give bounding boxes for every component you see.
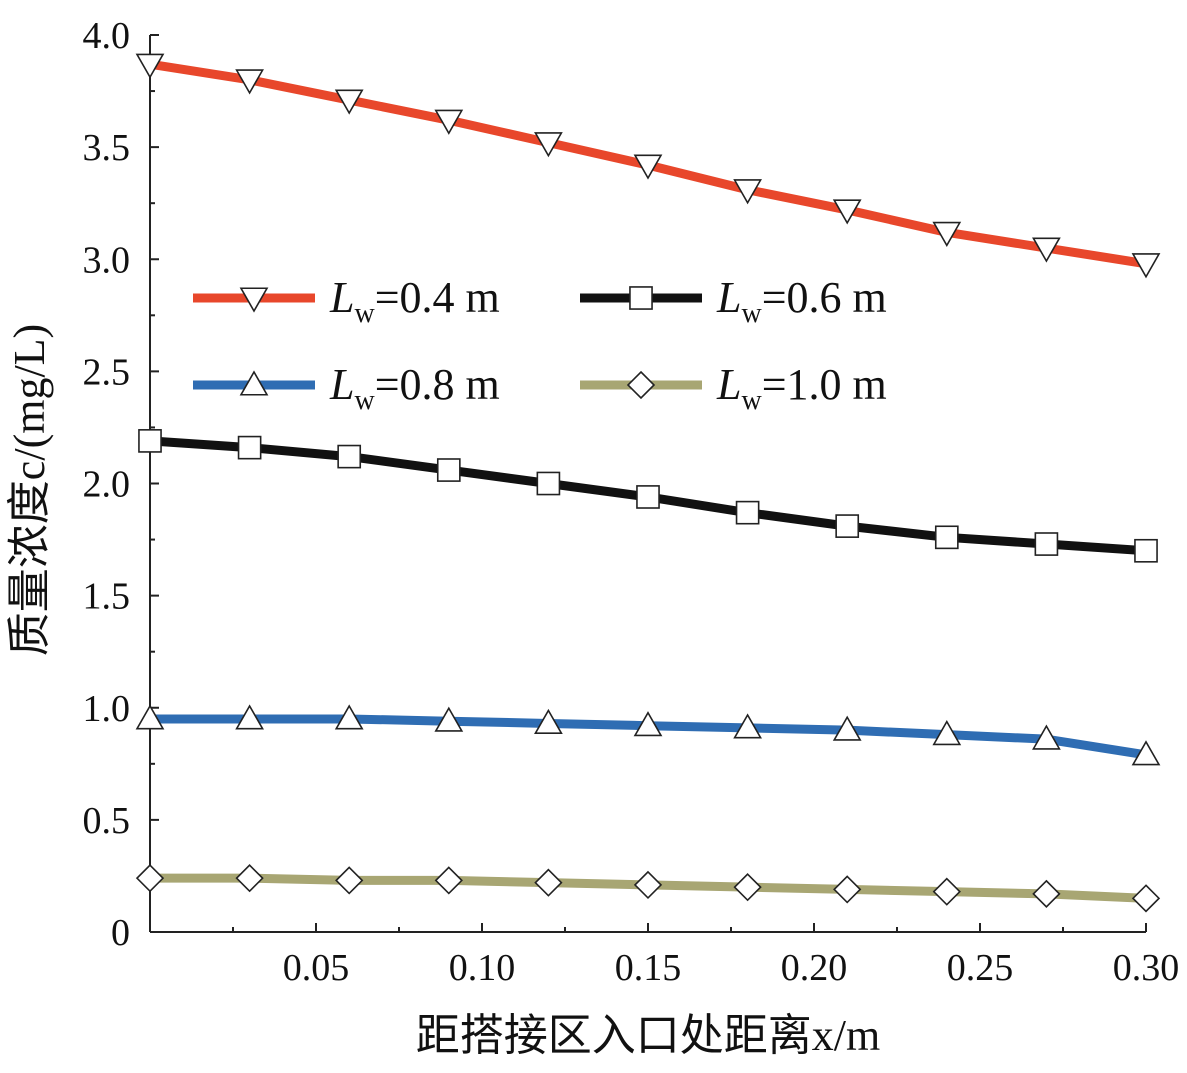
legend-label: Lw=0.6 m: [716, 273, 887, 329]
y-tick-label: 1.5: [83, 576, 131, 618]
data-point: [633, 154, 663, 180]
y-tick-label: 3.0: [83, 239, 131, 281]
y-tick-label: 4.0: [83, 15, 131, 57]
data-point: [235, 69, 264, 95]
data-point: [534, 132, 563, 158]
data-point: [237, 435, 262, 460]
x-tick-label: 0.25: [947, 947, 1014, 989]
y-tick-label: 2.5: [83, 351, 131, 393]
legend-marker: [629, 286, 653, 310]
data-point: [534, 708, 563, 734]
legend-label: Lw=1.0 m: [716, 360, 887, 416]
legend-entry-2: Lw=0.8 m: [193, 360, 500, 416]
x-tick-label: 0.20: [781, 947, 848, 989]
data-point: [334, 89, 364, 115]
data-point: [135, 864, 165, 893]
data-point: [934, 525, 959, 550]
data-point: [932, 877, 961, 906]
axes: 0 0.5 1.0 1.5 2.0 2.5 3.0 3.5 4.0 0.05 0.10 0.15 0.2…: [83, 15, 1180, 989]
x-axis-title: 距搭接区入口处距离x/m: [416, 1011, 880, 1060]
data-point: [636, 485, 660, 509]
x-tick-label: 0.05: [283, 947, 350, 989]
series-3: [135, 864, 1161, 913]
data-point: [733, 713, 762, 739]
data-point: [832, 715, 862, 741]
series-0: [135, 53, 1161, 279]
y-tick-label: 0.5: [83, 800, 131, 842]
data-point: [1134, 538, 1158, 563]
legend-entry-1: Lw=0.6 m: [580, 273, 887, 329]
data-point: [1131, 253, 1161, 279]
legend-label: Lw=0.8 m: [329, 360, 500, 416]
data-point: [434, 109, 464, 135]
data-point: [434, 706, 464, 732]
data-point: [436, 458, 461, 482]
data-point: [335, 866, 364, 895]
y-tick-label: 0: [111, 912, 130, 954]
data-point: [337, 444, 362, 469]
x-tick-label: 0.15: [615, 947, 682, 989]
data-point: [536, 471, 561, 496]
y-axis-title: 质量浓度c/(mg/L): [5, 324, 54, 656]
data-point: [1034, 532, 1059, 556]
data-point: [733, 873, 762, 902]
y-tick-label: 2.0: [83, 464, 131, 506]
series-2: [135, 704, 1161, 766]
legend-entry-3: Lw=1.0 m: [580, 360, 887, 416]
legend-marker: [239, 287, 269, 313]
data-point: [534, 868, 563, 897]
legend-label: Lw=0.4 m: [329, 273, 500, 329]
y-tick-label: 1.0: [83, 688, 131, 730]
data-point: [733, 179, 762, 205]
data-point: [135, 704, 165, 730]
series-1: [138, 429, 1158, 563]
series-layer: [135, 53, 1161, 913]
data-point: [633, 711, 663, 737]
x-tick-label: 0.30: [1113, 947, 1180, 989]
data-point: [833, 875, 862, 904]
data-point: [932, 221, 962, 247]
legend-marker: [626, 370, 656, 400]
data-point: [835, 514, 860, 538]
data-point: [1131, 884, 1161, 913]
y-tick-label: 3.5: [83, 127, 131, 169]
legend-marker: [239, 370, 269, 396]
data-point: [1032, 237, 1061, 263]
legend: Lw=0.4 m Lw=0.6 m Lw=0.8 m Lw=1.0 m: [193, 273, 887, 416]
data-point: [932, 720, 962, 746]
legend-entry-0: Lw=0.4 m: [193, 273, 500, 329]
data-point: [334, 704, 364, 730]
data-point: [1032, 879, 1061, 909]
data-point: [832, 199, 862, 225]
data-point: [633, 870, 663, 900]
data-point: [434, 866, 463, 895]
data-point: [735, 500, 760, 525]
data-point: [1131, 740, 1161, 766]
data-point: [235, 704, 264, 730]
data-point: [1032, 724, 1061, 750]
data-point: [138, 429, 162, 453]
x-tick-label: 0.10: [449, 947, 516, 989]
data-point: [235, 864, 264, 893]
data-point: [135, 53, 165, 79]
